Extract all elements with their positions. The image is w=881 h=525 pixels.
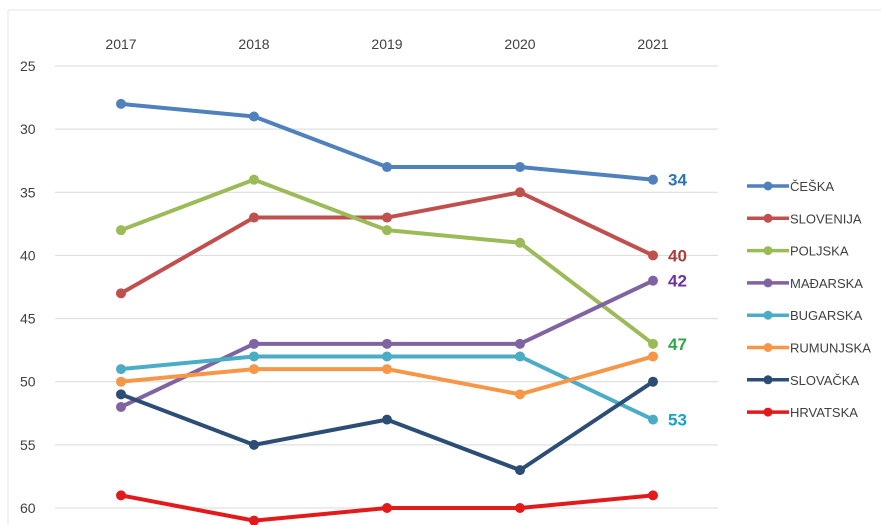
data-point bbox=[648, 414, 658, 425]
end-label: 47 bbox=[668, 335, 687, 354]
legend-label: HRVATSKA bbox=[790, 405, 858, 420]
y-axis-ticks: 25 30 35 40 45 50 55 60 bbox=[20, 58, 36, 516]
x-tick-label: 2017 bbox=[105, 36, 136, 52]
legend-label: SLOVAČKA bbox=[790, 373, 859, 388]
legend-swatch-marker bbox=[763, 213, 773, 223]
data-point bbox=[249, 515, 259, 525]
data-point bbox=[382, 162, 392, 173]
data-point bbox=[249, 439, 259, 450]
data-point bbox=[382, 212, 392, 223]
data-point bbox=[116, 401, 126, 412]
series-7 bbox=[116, 490, 658, 525]
data-point bbox=[515, 389, 525, 400]
data-point bbox=[249, 338, 259, 349]
end-labels: 34 40 47 42 53 bbox=[668, 171, 687, 430]
y-tick-label: 55 bbox=[20, 437, 36, 453]
legend-item: ČEŠKA bbox=[747, 179, 834, 194]
series-1 bbox=[116, 187, 658, 299]
data-point bbox=[249, 111, 259, 122]
legend-label: MAĐARSKA bbox=[790, 276, 863, 291]
data-point bbox=[249, 212, 259, 223]
data-point bbox=[648, 490, 658, 501]
data-point bbox=[116, 288, 126, 299]
data-point bbox=[648, 275, 658, 286]
data-point bbox=[116, 225, 126, 236]
y-tick-label: 50 bbox=[20, 374, 36, 390]
y-tick-label: 30 bbox=[20, 121, 36, 137]
series-lines bbox=[116, 98, 658, 525]
data-point bbox=[382, 225, 392, 236]
data-point bbox=[648, 250, 658, 261]
x-tick-label: 2021 bbox=[637, 36, 668, 52]
data-point bbox=[382, 364, 392, 375]
data-point bbox=[116, 389, 126, 400]
data-point bbox=[515, 237, 525, 248]
y-tick-label: 25 bbox=[20, 58, 36, 74]
y-tick-label: 60 bbox=[20, 500, 36, 516]
series-2 bbox=[116, 174, 658, 349]
gridlines bbox=[55, 65, 718, 509]
legend-label: BUGARSKA bbox=[790, 308, 863, 323]
legend-label: SLOVENIJA bbox=[790, 211, 862, 226]
data-point bbox=[648, 351, 658, 362]
data-point bbox=[515, 187, 525, 198]
legend-item: RUMUNJSKA bbox=[747, 341, 871, 356]
legend-swatch-marker bbox=[763, 246, 773, 256]
data-point bbox=[249, 351, 259, 362]
legend-swatch-marker bbox=[763, 375, 773, 385]
legend-swatch-marker bbox=[763, 181, 773, 191]
legend-item: SLOVENIJA bbox=[747, 211, 862, 226]
data-point bbox=[249, 364, 259, 375]
data-point bbox=[515, 503, 525, 513]
data-point bbox=[116, 364, 126, 375]
data-point bbox=[515, 338, 525, 349]
data-point bbox=[648, 174, 658, 185]
y-tick-label: 40 bbox=[20, 247, 36, 263]
data-point bbox=[515, 162, 525, 173]
data-point bbox=[249, 174, 259, 185]
series-5 bbox=[116, 351, 658, 400]
series-6 bbox=[116, 376, 658, 476]
legend-label: ČEŠKA bbox=[790, 179, 834, 194]
legend-item: HRVATSKA bbox=[747, 405, 858, 420]
data-point bbox=[648, 376, 658, 387]
data-point bbox=[116, 490, 126, 501]
x-tick-label: 2019 bbox=[371, 36, 402, 52]
legend-item: SLOVAČKA bbox=[747, 373, 859, 388]
x-tick-label: 2018 bbox=[238, 36, 269, 52]
legend-item: MAĐARSKA bbox=[747, 276, 863, 291]
data-point bbox=[382, 338, 392, 349]
data-point bbox=[515, 351, 525, 362]
series-0 bbox=[116, 98, 658, 185]
end-label: 40 bbox=[668, 246, 687, 265]
end-label: 42 bbox=[668, 272, 687, 291]
data-point bbox=[382, 351, 392, 362]
legend-label: RUMUNJSKA bbox=[790, 341, 871, 356]
data-point bbox=[382, 414, 392, 425]
y-tick-label: 35 bbox=[20, 184, 36, 200]
legend-item: BUGARSKA bbox=[747, 308, 863, 323]
legend-swatch-marker bbox=[763, 343, 773, 352]
legend-swatch-marker bbox=[763, 278, 773, 288]
legend-item: POLJSKA bbox=[747, 244, 849, 259]
series-3 bbox=[116, 275, 658, 412]
x-tick-label: 2020 bbox=[504, 36, 535, 52]
data-point bbox=[648, 338, 658, 349]
legend-label: POLJSKA bbox=[790, 244, 849, 259]
end-label: 34 bbox=[668, 171, 687, 190]
legend-swatch-marker bbox=[763, 310, 773, 320]
series-4 bbox=[116, 351, 658, 425]
legend-swatch-marker bbox=[763, 407, 773, 417]
end-label: 53 bbox=[668, 411, 687, 430]
legend: ČEŠKA SLOVENIJA POLJSKA MAĐARSKA BUGARSKA RUM… bbox=[747, 179, 871, 420]
y-tick-label: 45 bbox=[20, 311, 36, 327]
data-point bbox=[116, 98, 126, 109]
data-point bbox=[116, 376, 126, 387]
x-axis-ticks: 2017 2018 2019 2020 2021 bbox=[105, 36, 668, 52]
data-point bbox=[515, 465, 525, 476]
data-point bbox=[382, 503, 392, 513]
